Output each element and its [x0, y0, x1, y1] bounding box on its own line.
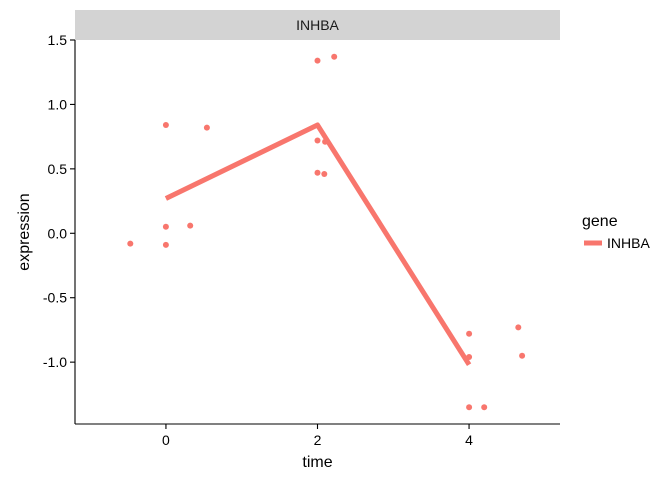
y-tick-label--1.0: -1.0 [43, 354, 67, 370]
data-point-7 [314, 57, 321, 64]
data-point-3 [162, 223, 169, 230]
x-axis-ticks: 0 2 4 [162, 424, 473, 448]
data-point-11 [314, 169, 321, 176]
data-point-12 [321, 171, 328, 177]
trend-line-inhba [164, 122, 472, 367]
y-tick-label--0.5: -0.5 [43, 290, 67, 306]
x-tick-label-4: 4 [465, 432, 473, 448]
facet-strip [75, 10, 560, 40]
y-axis-ticks: 1.5 1.0 0.5 0.0 -0.5 -1.0 [43, 32, 75, 370]
data-point-5 [187, 222, 194, 229]
data-point-1 [127, 240, 134, 247]
data-point-4 [162, 241, 169, 248]
y-tick-label-0.5: 0.5 [48, 161, 68, 177]
data-point-14 [466, 354, 473, 360]
y-tick-label-0.0: 0.0 [48, 225, 68, 241]
plot-panel [127, 53, 526, 411]
legend-title: gene [582, 213, 618, 230]
data-point-10 [322, 138, 329, 145]
data-point-18 [519, 352, 526, 359]
legend-label-inhba: INHBA [607, 235, 650, 251]
y-axis-title: expression [16, 193, 33, 270]
x-tick-label-0: 0 [162, 432, 170, 448]
data-point-2 [162, 122, 169, 128]
data-point-13 [466, 330, 473, 337]
data-point-15 [466, 404, 473, 411]
data-point-6 [203, 124, 210, 131]
facet-strip-label: INHBA [296, 17, 339, 33]
data-point-16 [481, 404, 488, 411]
data-point-8 [331, 53, 338, 60]
x-tick-label-2: 2 [314, 432, 322, 448]
y-tick-label-1.0: 1.0 [48, 96, 68, 112]
y-tick-label-1.5: 1.5 [48, 32, 68, 48]
data-point-17 [515, 324, 522, 331]
legend: gene INHBA [582, 213, 650, 251]
x-axis-title: time [302, 454, 332, 471]
data-point-9 [314, 137, 321, 144]
